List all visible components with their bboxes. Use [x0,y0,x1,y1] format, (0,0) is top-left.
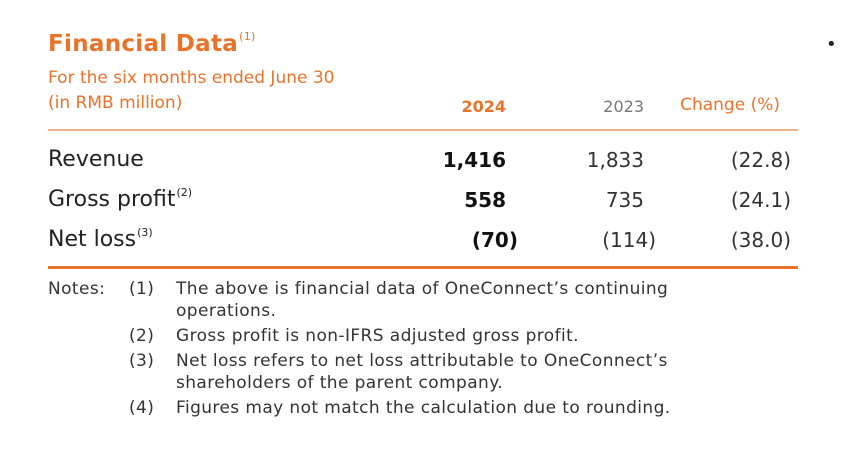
unit-caption: (in RMB million) [48,93,183,113]
value-2024: (70) [471,228,518,252]
value-2023: (114) [602,228,656,252]
row-label-text: Gross profit [48,187,176,212]
section-title-text: Financial Data [48,31,239,57]
note-number: (4) [129,398,155,418]
bullet-marker: • [826,34,837,55]
row-footnote-ref: (2) [176,186,193,199]
column-header-2024: 2024 [461,97,506,116]
value-2024: 558 [464,188,506,212]
row-label: Revenue [48,146,145,172]
value-change: (38.0) [730,228,791,252]
note-text: Net loss refers to net loss attributable… [176,351,668,371]
note-text-continued: shareholders of the parent company. [176,373,504,393]
table-top-divider [48,129,798,131]
value-2023: 735 [605,188,644,212]
period-caption: For the six months ended June 30 [48,68,335,88]
row-label-text: Net loss [48,227,137,252]
note-text: Figures may not match the calculation du… [176,398,671,418]
note-number: (2) [129,326,155,346]
note-number: (1) [129,279,155,299]
value-change: (24.1) [730,188,791,212]
value-change: (22.8) [730,148,791,172]
row-label: Net loss(3) [48,226,153,252]
note-text-continued: operations. [176,301,277,321]
notes-prefix: Notes: [48,279,106,299]
value-2023: 1,833 [586,148,644,172]
row-label: Gross profit(2) [48,186,192,212]
section-title: Financial Data(1) [48,30,256,57]
note-number: (3) [129,351,155,371]
row-label-text: Revenue [48,147,144,172]
table-bottom-divider [48,266,798,269]
value-2024: 1,416 [442,148,506,172]
note-text: The above is financial data of OneConnec… [176,279,669,299]
column-header-change: Change (%) [680,95,780,115]
column-header-2023: 2023 [603,97,644,116]
row-footnote-ref: (3) [137,226,153,239]
title-footnote-ref: (1) [239,30,256,43]
note-text: Gross profit is non-IFRS adjusted gross … [176,326,579,346]
